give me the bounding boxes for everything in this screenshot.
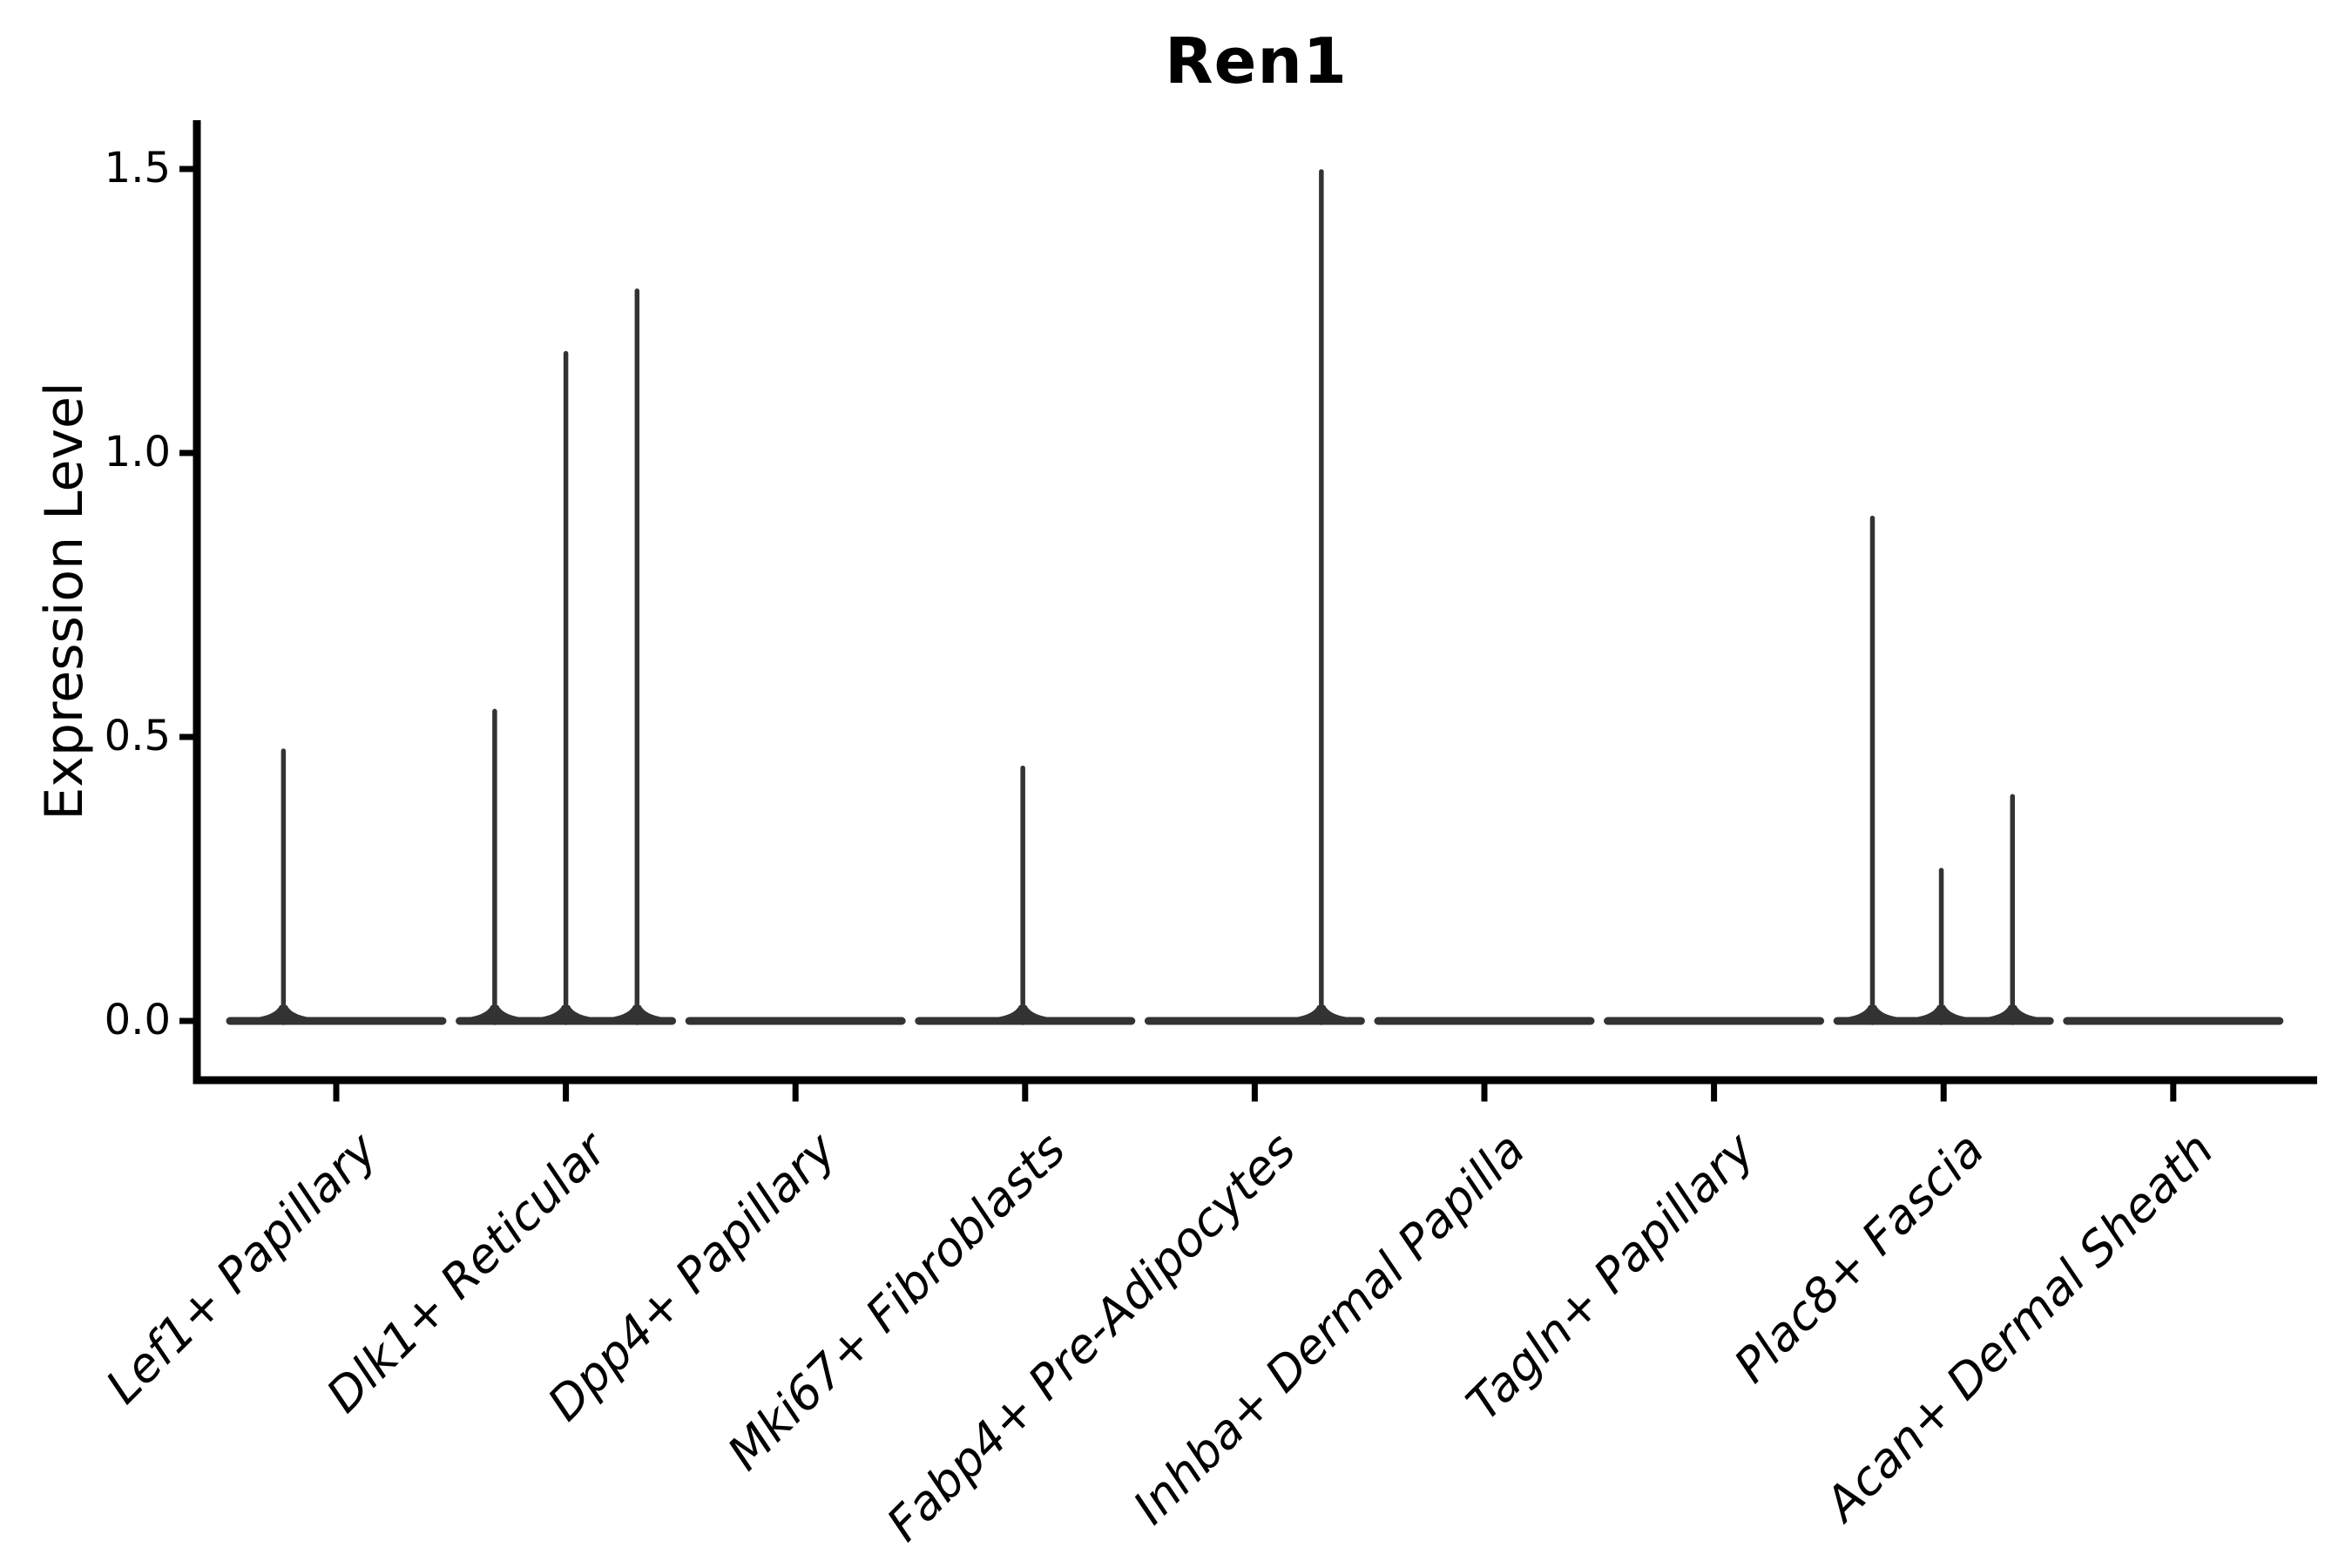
- violin-3: [915, 765, 1136, 1025]
- y-tick-label: 0.5: [104, 711, 171, 760]
- y-tick-label: 0.0: [104, 995, 171, 1044]
- violins-layer: [226, 169, 2284, 1025]
- chart-title: Ren1: [1165, 24, 1348, 98]
- violin-1: [456, 288, 677, 1025]
- violin-0: [226, 748, 447, 1025]
- y-tick-label: 1.5: [104, 143, 171, 193]
- violin-4: [1144, 169, 1365, 1025]
- violin-7: [1833, 515, 2054, 1025]
- axes-layer: [179, 120, 2317, 1102]
- y-tick-label: 1.0: [104, 427, 171, 476]
